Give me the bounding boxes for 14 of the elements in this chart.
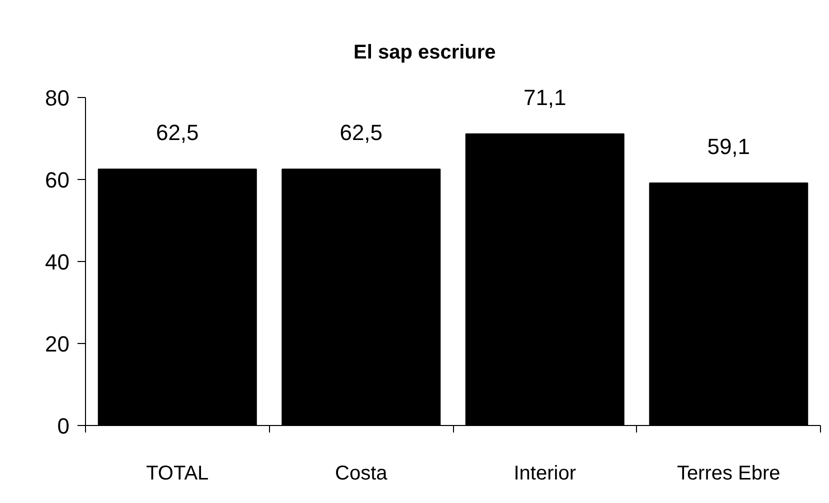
x-tick-label: Terres Ebre [676, 462, 780, 484]
y-tick-label: 80 [45, 85, 70, 110]
y-tick-label: 0 [57, 414, 70, 438]
y-tick-label: 60 [45, 167, 70, 192]
data-label: 62,5 [156, 120, 199, 146]
data-label: 59,1 [707, 134, 750, 160]
y-tick-label: 20 [45, 331, 70, 356]
data-label: 62,5 [340, 120, 383, 146]
data-label: 71,1 [523, 84, 566, 110]
x-tick-label: Costa [335, 462, 388, 484]
x-tick-label: Interior [514, 462, 576, 484]
y-tick-label: 40 [45, 249, 70, 274]
x-tick-label: TOTAL [146, 462, 209, 484]
chart-title: El sap escriure [354, 42, 496, 64]
